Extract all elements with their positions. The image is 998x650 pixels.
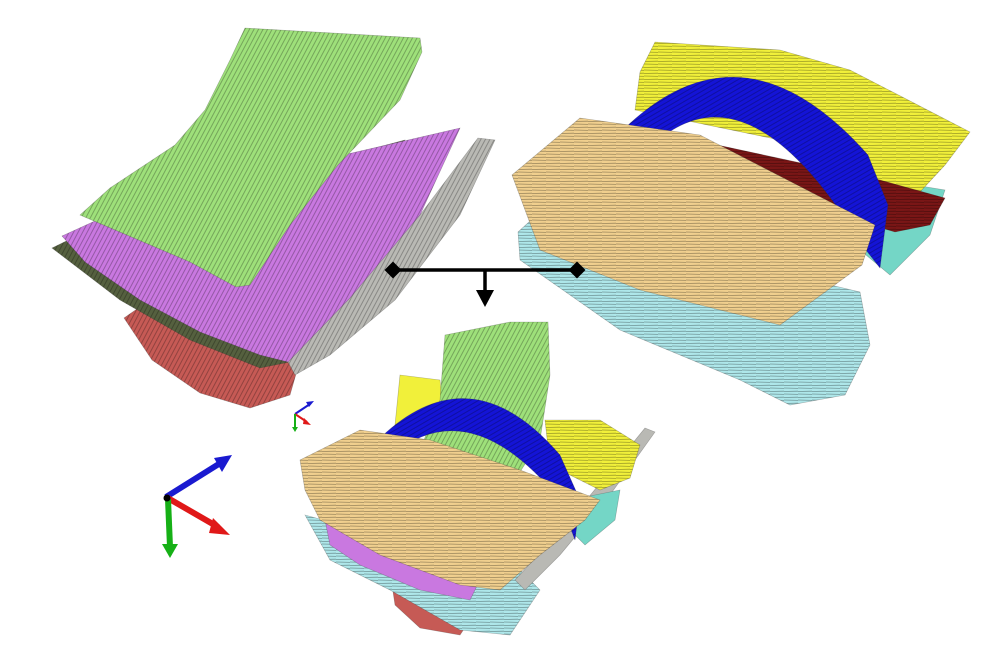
tan-fibre-layer <box>299 429 601 591</box>
stack-a <box>51 27 496 409</box>
merge-connector <box>384 261 586 307</box>
axis-triad-large <box>162 455 232 558</box>
tan-fibre-layer <box>511 117 876 326</box>
connector-arrowhead-down <box>476 290 494 307</box>
axis-triad-small <box>292 401 314 432</box>
connector-right-diamond <box>568 261 586 279</box>
blue-arched-fibre-bundle <box>617 76 889 269</box>
stack-b <box>511 41 971 406</box>
connector-left-diamond <box>384 261 402 279</box>
grey-fibre-layer <box>287 137 496 376</box>
combined-stack <box>299 321 656 636</box>
green-fibre-layer <box>79 27 423 288</box>
